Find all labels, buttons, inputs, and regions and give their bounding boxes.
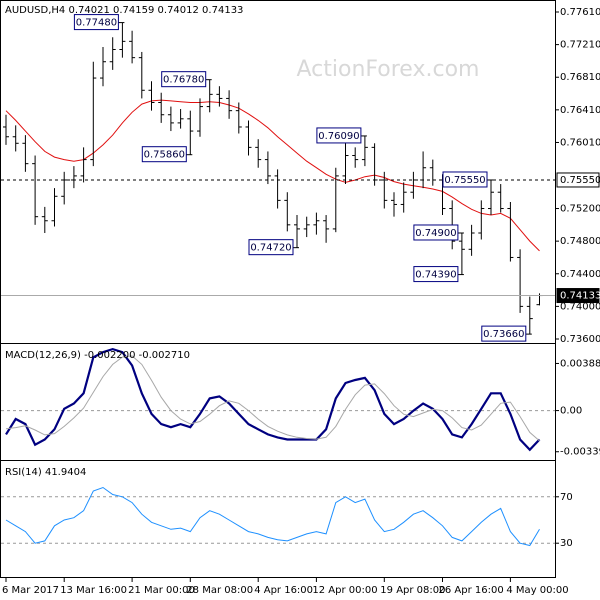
annotation-box: [413, 266, 459, 283]
x-tick-label: 4 Apr 16:00: [254, 585, 313, 596]
annotation-label: 0.75550: [444, 175, 485, 186]
indicator-line: [5, 486, 540, 547]
x-tick-label: 6 Mar 2017: [2, 585, 59, 596]
annotation-box: [481, 325, 527, 342]
y-tick-label: 0.00: [560, 406, 582, 417]
annotation-box: [316, 127, 362, 144]
panel-title: AUDUSD,H4 0.74021 0.74159 0.74012 0.7413…: [5, 5, 243, 16]
panel-title: MACD(12,26,9) -0.002200 -0.002710: [5, 350, 190, 361]
annotation-box: [141, 146, 187, 163]
y-tick-label: 0.74000: [560, 301, 600, 312]
x-tick-label: 4 May 00:00: [506, 585, 568, 596]
annotation-box: [161, 71, 207, 88]
annotation-label: 0.74720: [250, 243, 291, 254]
annotation-box: [413, 224, 459, 241]
x-tick-label: 12 Apr 00:00: [312, 585, 377, 596]
annotation-label: 0.74390: [415, 270, 456, 281]
x-tick-label: 13 Mar 16:00: [60, 585, 127, 596]
x-tick-label: 26 Apr 16:00: [439, 585, 504, 596]
y-tick-label: -0.00339: [560, 447, 600, 458]
annotation-label: 0.73660: [483, 329, 524, 340]
annotation-box: [442, 171, 488, 188]
y-tick-label: 0.76410: [560, 105, 600, 116]
y-tick-label: 0.00388: [560, 358, 600, 369]
annotation-label: 0.74900: [415, 228, 456, 239]
annotation-box: [248, 239, 294, 256]
price-label: 0.75550: [560, 175, 600, 186]
price-label-box: [556, 288, 600, 304]
y-tick-label: 0.76810: [560, 72, 600, 83]
watermark: ActionForex.com: [297, 57, 480, 82]
y-tick-label: 0.74400: [560, 269, 600, 280]
indicator-line: [5, 347, 541, 452]
price-label-box: [556, 172, 600, 188]
panel-title: RSI(14) 41.9404: [5, 467, 86, 478]
y-tick-label: 70: [560, 492, 573, 503]
y-tick-label: 0.74800: [560, 236, 600, 247]
y-tick-label: 0.77210: [560, 40, 600, 51]
y-tick-label: 0.77610: [560, 7, 600, 18]
x-tick-label: 21 Mar 00:00: [128, 585, 195, 596]
y-tick-label: 0.76010: [560, 137, 600, 148]
annotation-label: 0.76090: [318, 131, 359, 142]
y-tick-label: 0.73600: [560, 334, 600, 345]
indicator-line: [5, 355, 540, 442]
plot-frame: [0, 0, 556, 578]
x-tick-label: 19 Apr 08:00: [380, 585, 445, 596]
indicator-line: [5, 99, 540, 252]
y-tick-label: 0.75200: [560, 204, 600, 215]
x-tick-label: 28 Mar 08:00: [186, 585, 253, 596]
annotation-label: 0.75860: [144, 150, 185, 161]
annotation-box: [73, 14, 119, 31]
annotation-label: 0.76780: [163, 75, 204, 86]
annotation-label: 0.77480: [76, 18, 117, 29]
price-label: 0.74133: [560, 291, 600, 302]
y-tick-label: 30: [560, 538, 573, 549]
